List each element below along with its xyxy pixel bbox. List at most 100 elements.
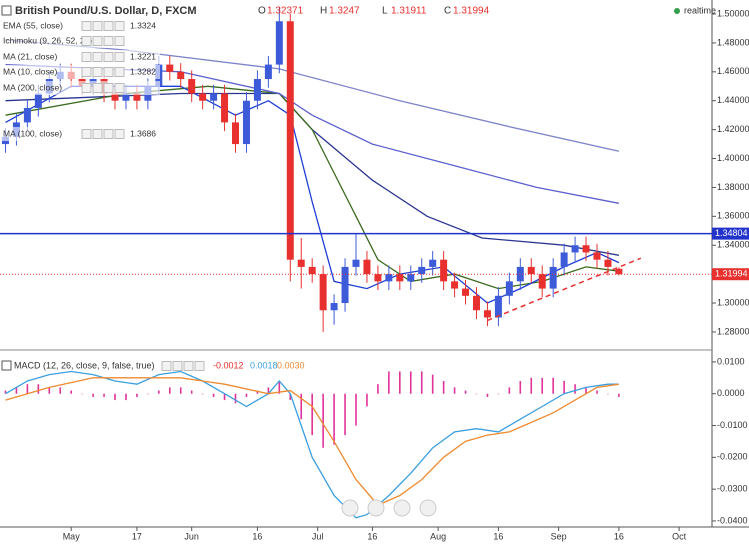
legend-name: MA (10, close) — [3, 66, 57, 76]
nav-button[interactable] — [367, 499, 385, 517]
candle-body — [199, 93, 207, 101]
y-tick-label: -0.0100 — [717, 420, 748, 430]
candle-body — [440, 259, 448, 282]
histogram-bar — [114, 393, 116, 401]
y-tick-label: -0.0300 — [717, 484, 748, 494]
candle-body — [221, 93, 229, 123]
status-dot — [674, 8, 680, 14]
legend-button[interactable] — [81, 129, 92, 139]
candle-body — [352, 259, 360, 267]
legend-button[interactable] — [92, 67, 103, 77]
histogram-bar — [552, 377, 554, 394]
legend-button[interactable] — [194, 361, 205, 371]
x-tick-label: 16 — [614, 531, 624, 541]
legend-button[interactable] — [92, 129, 103, 139]
legend-name: MA (100, close) — [3, 128, 62, 138]
legend-button[interactable] — [92, 21, 103, 31]
series-value: 0.0030 — [277, 360, 305, 370]
candle-body — [483, 310, 491, 318]
y-tick-label: 1.42000 — [717, 124, 749, 134]
legend-value: 1.3686 — [130, 128, 156, 138]
legend-button[interactable] — [114, 36, 125, 46]
candle-body — [242, 100, 250, 145]
x-tick-label: 16 — [252, 531, 262, 541]
x-tick-label: Sep — [551, 531, 567, 541]
nav-button[interactable] — [341, 499, 359, 517]
histogram-bar — [464, 390, 467, 394]
histogram-bar — [453, 387, 456, 394]
legend-button[interactable] — [114, 67, 125, 77]
histogram-bar — [256, 390, 259, 394]
histogram-bar — [519, 381, 522, 394]
candle-body — [582, 245, 590, 253]
candle-body — [166, 64, 174, 72]
legend-button[interactable] — [81, 36, 92, 46]
ohlc-letter: C — [444, 6, 451, 17]
histogram-bar — [388, 371, 390, 394]
legend-button[interactable] — [114, 21, 125, 31]
ohlc-value: 1.3247 — [329, 6, 360, 17]
nav-button[interactable] — [419, 499, 437, 517]
candle-body — [549, 266, 557, 289]
histogram-bar — [585, 387, 587, 394]
y-tick-label: 1.36000 — [717, 211, 749, 221]
legend-button[interactable] — [81, 83, 92, 93]
histogram-bar — [278, 381, 281, 394]
legend-button[interactable] — [103, 36, 114, 46]
histogram-value: -0.0012 — [213, 360, 244, 370]
last-price-label: 1.31994 — [715, 269, 748, 279]
legend-name: MA (21, close) — [3, 51, 57, 61]
histogram-bar — [15, 387, 18, 394]
legend-button[interactable] — [92, 52, 103, 62]
nav-button[interactable] — [393, 499, 411, 517]
candle-body — [385, 274, 393, 282]
histogram-bar — [420, 371, 423, 394]
histogram-bar — [168, 387, 171, 394]
candle-body — [462, 288, 470, 296]
legend-button[interactable] — [103, 52, 114, 62]
legend-button[interactable] — [114, 52, 125, 62]
legend-button[interactable] — [103, 67, 114, 77]
histogram-bar — [245, 393, 248, 397]
legend-button[interactable] — [92, 36, 103, 46]
histogram-bar — [377, 384, 379, 394]
histogram-bar — [486, 393, 489, 397]
legend-button[interactable] — [103, 21, 114, 31]
candle-body — [253, 79, 261, 101]
candle-body — [407, 274, 415, 282]
candle-body — [615, 268, 623, 275]
pane-title: MACD (12, 26, close, 9, false, true) — [14, 360, 155, 370]
y-tick-label: 1.30000 — [717, 297, 749, 307]
legend-button[interactable] — [114, 83, 125, 93]
legend-button[interactable] — [81, 21, 92, 31]
y-tick-label: -0.0200 — [717, 452, 748, 462]
x-tick-label: 17 — [132, 531, 142, 541]
candle-body — [122, 93, 130, 101]
histogram-bar — [530, 377, 533, 394]
candle-body — [23, 107, 31, 123]
legend-button[interactable] — [161, 361, 172, 371]
legend-button[interactable] — [92, 83, 103, 93]
candle-body — [571, 245, 579, 253]
candle-body — [319, 274, 327, 311]
histogram-bar — [212, 393, 215, 397]
legend-button[interactable] — [81, 52, 92, 62]
legend-button[interactable] — [172, 361, 183, 371]
legend-button[interactable] — [81, 67, 92, 77]
legend-name: EMA (55, close) — [3, 20, 63, 30]
candle-body — [264, 64, 272, 80]
y-tick-label: 1.48000 — [717, 37, 749, 47]
series-value: 0.0018 — [250, 360, 278, 370]
histogram-bar — [344, 393, 346, 436]
legend-button[interactable] — [114, 129, 125, 139]
legend-button[interactable] — [103, 129, 114, 139]
histogram-bar — [70, 390, 72, 394]
histogram-bar — [201, 393, 204, 395]
legend-name: MA (200, close) — [3, 82, 62, 92]
candle-body — [429, 259, 437, 267]
y-tick-label: 1.50000 — [717, 8, 749, 18]
histogram-bar — [322, 393, 324, 448]
legend-button[interactable] — [183, 361, 194, 371]
legend-button[interactable] — [103, 83, 114, 93]
